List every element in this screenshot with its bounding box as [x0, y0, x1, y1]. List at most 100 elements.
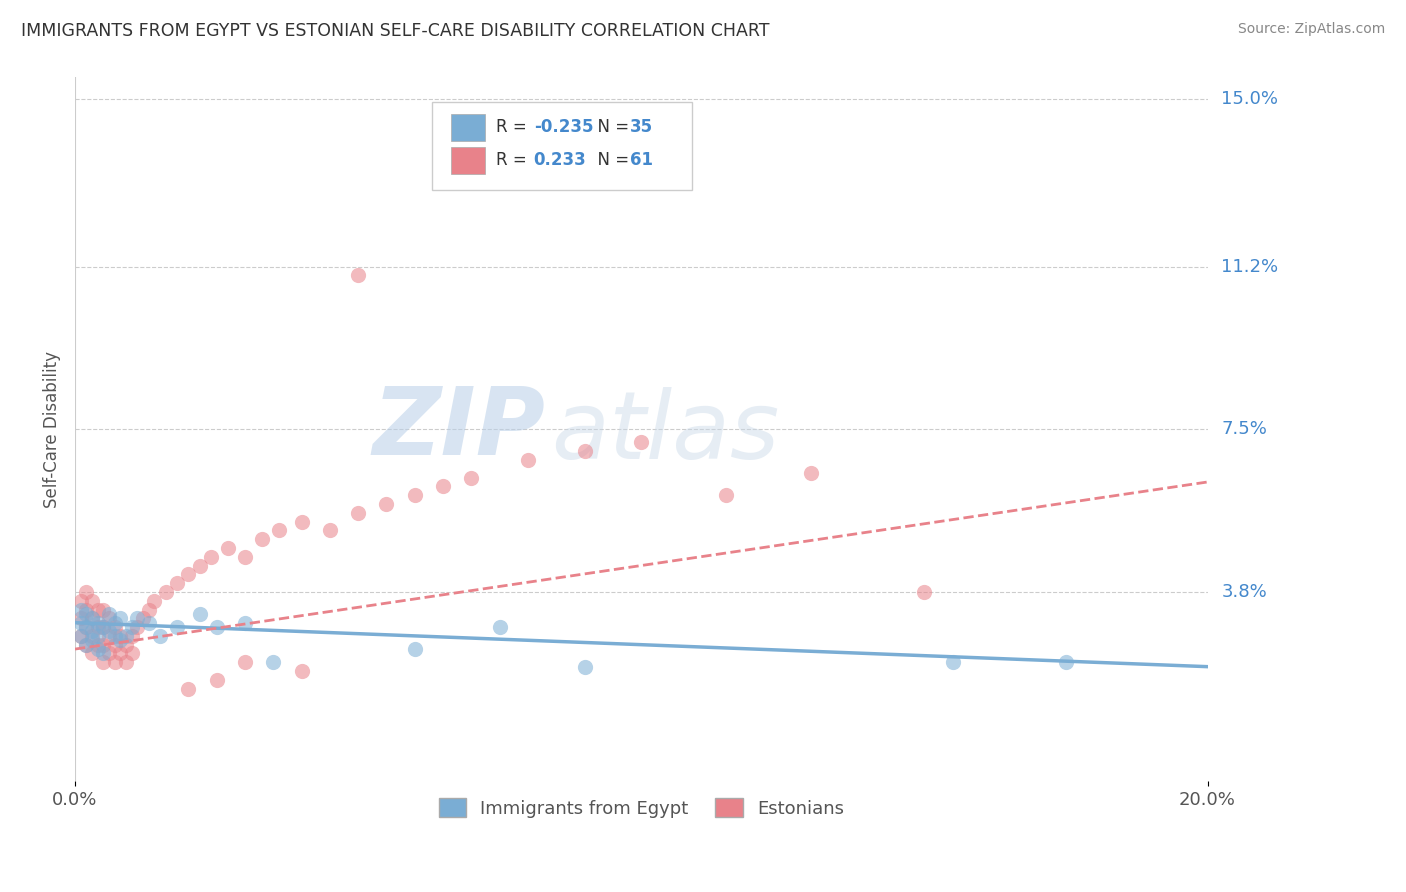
Point	[104, 620, 127, 634]
Text: ZIP: ZIP	[373, 384, 546, 475]
Text: R =: R =	[496, 152, 533, 169]
Point	[110, 647, 132, 661]
Point	[1054, 655, 1077, 669]
Point	[217, 541, 239, 555]
Point	[75, 638, 97, 652]
Point	[115, 638, 138, 652]
FancyBboxPatch shape	[451, 114, 485, 141]
Point	[319, 524, 342, 538]
Point	[127, 620, 149, 634]
Point	[91, 620, 114, 634]
Point	[177, 681, 200, 696]
Point	[121, 620, 143, 634]
Point	[149, 629, 172, 643]
Point	[69, 593, 91, 607]
Point	[69, 629, 91, 643]
Point	[290, 515, 312, 529]
Point	[80, 624, 103, 639]
Point	[110, 629, 132, 643]
Text: Source: ZipAtlas.com: Source: ZipAtlas.com	[1237, 22, 1385, 37]
Point	[132, 611, 155, 625]
Point	[98, 611, 121, 625]
Point	[86, 620, 108, 634]
Point	[80, 593, 103, 607]
Point	[714, 488, 737, 502]
Point	[98, 629, 121, 643]
Point	[121, 629, 143, 643]
Point	[75, 620, 97, 634]
Point	[86, 629, 108, 643]
Point	[233, 655, 256, 669]
Point	[942, 655, 965, 669]
Point	[104, 655, 127, 669]
Point	[347, 268, 370, 283]
Point	[80, 647, 103, 661]
Point	[69, 602, 91, 616]
Point	[86, 602, 108, 616]
Point	[91, 602, 114, 616]
Point	[91, 638, 114, 652]
FancyBboxPatch shape	[432, 102, 692, 190]
Point	[138, 602, 160, 616]
Point	[86, 638, 108, 652]
Point	[574, 659, 596, 673]
Text: N =: N =	[586, 119, 634, 136]
Point	[188, 558, 211, 573]
Point	[121, 647, 143, 661]
Point	[205, 673, 228, 687]
Text: N =: N =	[586, 152, 634, 169]
Point	[188, 607, 211, 621]
FancyBboxPatch shape	[451, 147, 485, 174]
Point	[86, 615, 108, 630]
Point	[75, 602, 97, 616]
Point	[488, 620, 510, 634]
Point	[233, 549, 256, 564]
Text: IMMIGRANTS FROM EGYPT VS ESTONIAN SELF-CARE DISABILITY CORRELATION CHART: IMMIGRANTS FROM EGYPT VS ESTONIAN SELF-C…	[21, 22, 769, 40]
Point	[200, 549, 222, 564]
Point	[110, 633, 132, 648]
Point	[460, 470, 482, 484]
Text: atlas: atlas	[551, 387, 779, 478]
Point	[404, 642, 426, 657]
Text: R =: R =	[496, 119, 533, 136]
Text: 61: 61	[630, 152, 652, 169]
Point	[75, 585, 97, 599]
Point	[233, 615, 256, 630]
Point	[98, 607, 121, 621]
Text: 0.233: 0.233	[534, 152, 586, 169]
Point	[75, 607, 97, 621]
Point	[250, 532, 273, 546]
Point	[166, 576, 188, 591]
Point	[517, 453, 540, 467]
Point	[574, 444, 596, 458]
Point	[630, 435, 652, 450]
Point	[115, 629, 138, 643]
Point	[127, 611, 149, 625]
Point	[98, 647, 121, 661]
Point	[86, 642, 108, 657]
Point	[290, 664, 312, 678]
Y-axis label: Self-Care Disability: Self-Care Disability	[44, 351, 60, 508]
Point	[155, 585, 177, 599]
Point	[104, 615, 127, 630]
Text: 11.2%: 11.2%	[1222, 258, 1278, 276]
Point	[205, 620, 228, 634]
Point	[375, 497, 398, 511]
Point	[166, 620, 188, 634]
Point	[75, 638, 97, 652]
Point	[75, 620, 97, 634]
Text: 35: 35	[630, 119, 652, 136]
Point	[138, 615, 160, 630]
Point	[110, 611, 132, 625]
Point	[432, 479, 454, 493]
Point	[80, 633, 103, 648]
Point	[177, 567, 200, 582]
Text: -0.235: -0.235	[534, 119, 593, 136]
Point	[69, 611, 91, 625]
Point	[800, 466, 823, 480]
Point	[91, 647, 114, 661]
Text: 7.5%: 7.5%	[1222, 420, 1267, 438]
Point	[143, 593, 166, 607]
Point	[262, 655, 284, 669]
Point	[91, 620, 114, 634]
